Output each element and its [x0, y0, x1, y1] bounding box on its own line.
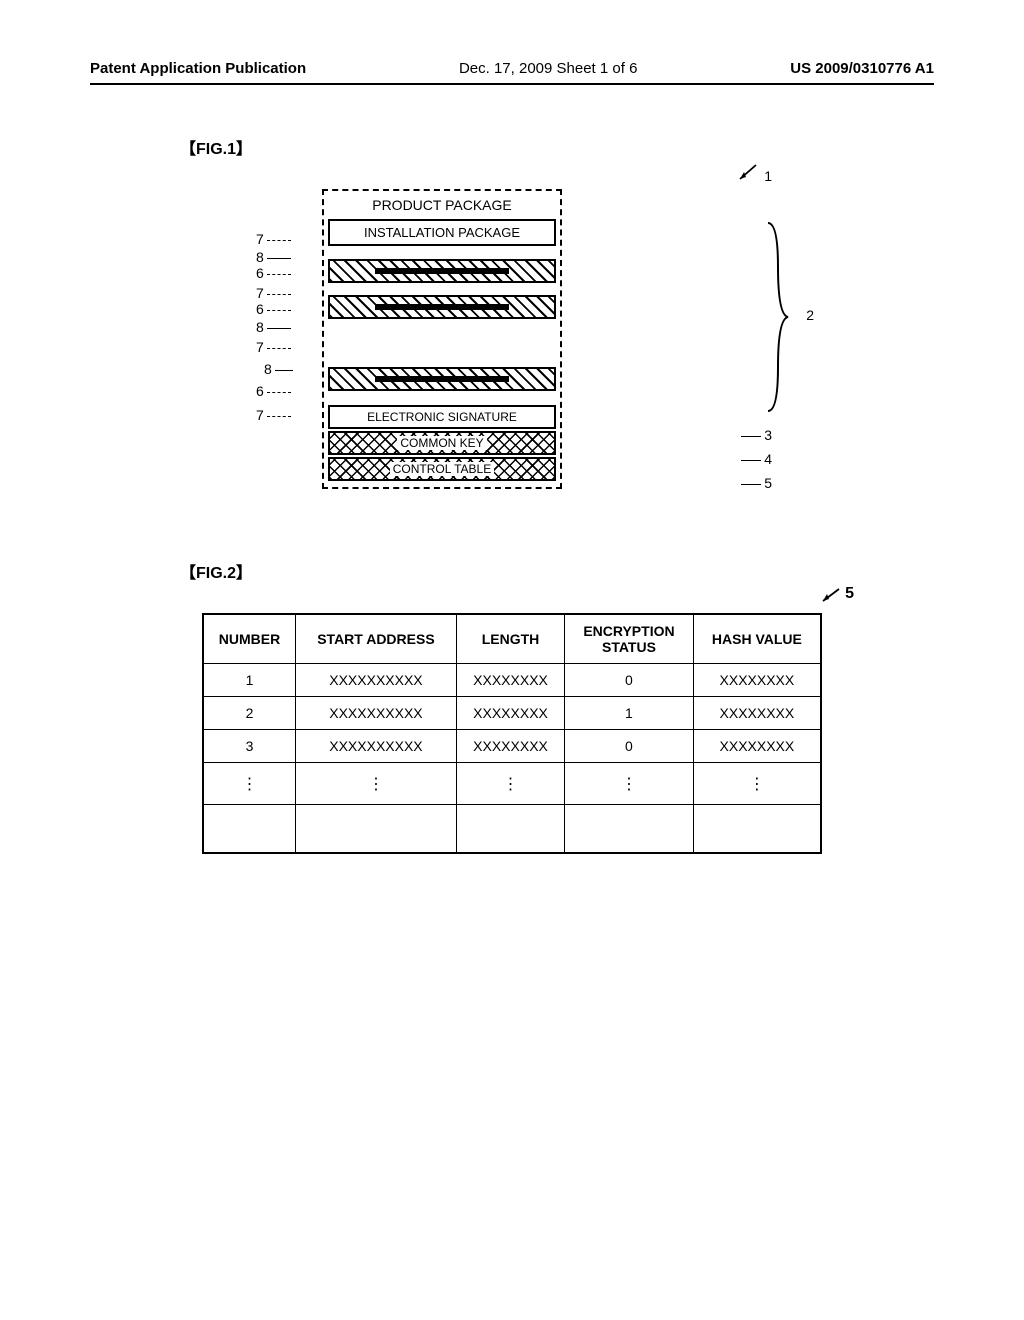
ref-7-label: 7 [256, 231, 264, 247]
gap [328, 285, 556, 293]
control-table: CONTROL TABLE [328, 457, 556, 481]
ref-8-label: 8 [256, 319, 264, 335]
ref-8-label: 8 [264, 361, 272, 377]
cell-empty [693, 805, 821, 853]
ref-6-label: 6 [256, 265, 264, 281]
gap [328, 393, 556, 403]
col-length: LENGTH [456, 614, 564, 664]
cell: XXXXXXXX [456, 664, 564, 697]
col-hash: HASH VALUE [693, 614, 821, 664]
header-right: US 2009/0310776 A1 [790, 60, 934, 77]
cell: XXXXXXXX [693, 664, 821, 697]
cell-vdots: ⋮ [565, 763, 694, 805]
cell-empty [295, 805, 456, 853]
header-left: Patent Application Publication [90, 60, 306, 77]
ref-8-label: 8 [256, 249, 264, 265]
encrypted-block [328, 259, 556, 283]
ref-2: 2 [806, 307, 814, 323]
fig2-table-wrap: 5 NUMBER START ADDRESS LENGTH ENCRYPTION… [202, 613, 822, 854]
ref-8b: 8 [256, 319, 294, 335]
fig2-label: 【FIG.2】 [180, 559, 934, 583]
col-number: NUMBER [203, 614, 295, 664]
gap [328, 249, 556, 257]
common-key-label: COMMON KEY [397, 436, 486, 450]
ref-5: 5 [738, 475, 772, 491]
gap [328, 357, 556, 365]
gap [328, 321, 556, 355]
encrypted-block [328, 295, 556, 319]
ref-2-label: 2 [806, 307, 814, 323]
cell-empty [203, 805, 295, 853]
table-row: 1 XXXXXXXXXX XXXXXXXX 0 XXXXXXXX [203, 664, 821, 697]
page-header: Patent Application Publication Dec. 17, … [90, 60, 934, 85]
ref-6a: 6 [256, 265, 294, 281]
ref-7c: 7 [256, 339, 294, 355]
product-package: PRODUCT PACKAGE INSTALLATION PACKAGE ELE… [322, 189, 562, 489]
col-start: START ADDRESS [295, 614, 456, 664]
ref-1: 1 [736, 161, 772, 184]
cell: 0 [565, 664, 694, 697]
ref-7-label: 7 [256, 285, 264, 301]
ref-7b: 7 [256, 285, 294, 301]
ref-6c: 6 [256, 383, 294, 399]
cell: 1 [203, 664, 295, 697]
page: Patent Application Publication Dec. 17, … [0, 0, 1024, 1320]
fig2-ref-5: 5 [819, 585, 854, 603]
cell-vdots: ⋮ [203, 763, 295, 805]
fig1-diagram: 1 PRODUCT PACKAGE INSTALLATION PACKAGE E… [262, 189, 762, 489]
encrypted-block [328, 367, 556, 391]
ref-7a: 7 [256, 231, 294, 247]
cell-vdots: ⋮ [295, 763, 456, 805]
cell: XXXXXXXXXX [295, 730, 456, 763]
electronic-signature: ELECTRONIC SIGNATURE [328, 405, 556, 429]
header-center: Dec. 17, 2009 Sheet 1 of 6 [459, 60, 637, 77]
table-row-empty [203, 805, 821, 853]
cell: 0 [565, 730, 694, 763]
ref-7d: 7 [256, 407, 294, 423]
ref-6-label: 6 [256, 383, 264, 399]
common-key: COMMON KEY [328, 431, 556, 455]
cell: XXXXXXXXXX [295, 697, 456, 730]
cell-empty [565, 805, 694, 853]
electronic-signature-label: ELECTRONIC SIGNATURE [367, 410, 517, 424]
cell: XXXXXXXXXX [295, 664, 456, 697]
ref-1-label: 1 [764, 168, 772, 184]
ref-8a: 8 [256, 249, 294, 265]
cell-vdots: ⋮ [456, 763, 564, 805]
table-row: 2 XXXXXXXXXX XXXXXXXX 1 XXXXXXXX [203, 697, 821, 730]
ref-8c: 8 [264, 361, 296, 377]
cell: XXXXXXXX [456, 730, 564, 763]
control-table-label: CONTROL TABLE [390, 462, 494, 476]
ref-6-label: 6 [256, 301, 264, 317]
ref-6b: 6 [256, 301, 294, 317]
cell: 2 [203, 697, 295, 730]
fig2-ref-5-label: 5 [845, 585, 854, 602]
ref-7-label: 7 [256, 407, 264, 423]
table-row: 3 XXXXXXXXXX XXXXXXXX 0 XXXXXXXX [203, 730, 821, 763]
control-table-grid: NUMBER START ADDRESS LENGTH ENCRYPTION S… [202, 613, 822, 854]
ref-5-label: 5 [764, 475, 772, 491]
cell: 1 [565, 697, 694, 730]
cell: XXXXXXXX [693, 730, 821, 763]
product-package-title: PRODUCT PACKAGE [328, 195, 556, 219]
cell: 3 [203, 730, 295, 763]
ref-7-label: 7 [256, 339, 264, 355]
cell-vdots: ⋮ [693, 763, 821, 805]
table-row-ellipsis: ⋮ ⋮ ⋮ ⋮ ⋮ [203, 763, 821, 805]
cell-empty [456, 805, 564, 853]
brace-2 [764, 217, 798, 477]
fig1-label: 【FIG.1】 [180, 135, 934, 159]
table-header-row: NUMBER START ADDRESS LENGTH ENCRYPTION S… [203, 614, 821, 664]
col-encstatus: ENCRYPTION STATUS [565, 614, 694, 664]
cell: XXXXXXXX [456, 697, 564, 730]
cell: XXXXXXXX [693, 697, 821, 730]
installation-package: INSTALLATION PACKAGE [328, 219, 556, 246]
